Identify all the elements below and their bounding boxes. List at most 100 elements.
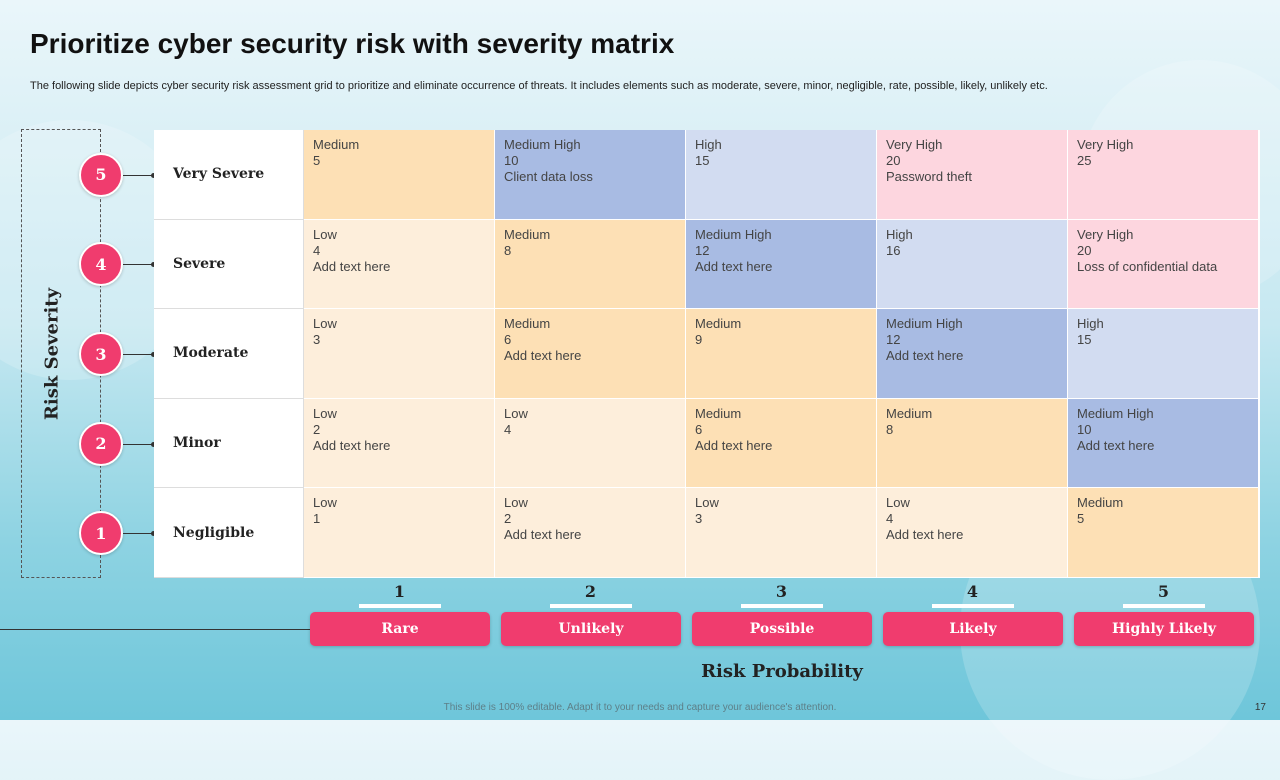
matrix-cell: Low 4 Add text here (877, 488, 1068, 578)
page-title: Prioritize cyber security risk with seve… (30, 28, 675, 59)
matrix-cell: Low 3 (686, 488, 877, 578)
probability-number: 5 (1157, 582, 1170, 601)
cell-risk-score: 9 (695, 332, 703, 348)
cell-risk-level: Low (313, 495, 337, 511)
matrix-cell: Very High 25 (1068, 130, 1259, 220)
cell-risk-score: 16 (886, 242, 901, 258)
severity-connector (123, 533, 153, 535)
matrix-cell: Low 2 Add text here (495, 488, 686, 578)
cell-risk-level: Medium (504, 226, 551, 242)
cell-risk-score: 20 (1077, 242, 1092, 258)
probability-number: 3 (775, 582, 788, 601)
cell-risk-score: 4 (886, 511, 894, 527)
severity-connector-dot (151, 441, 156, 447)
cell-risk-score: 4 (504, 421, 512, 437)
cell-risk-level: Medium (886, 405, 933, 421)
slide-number: 17 (1254, 702, 1266, 713)
probability-number: 2 (584, 582, 597, 601)
probability-level-button[interactable]: Rare (310, 612, 490, 646)
cell-risk-note: Add text here (886, 348, 964, 364)
severity-row-label: Severe (154, 219, 304, 310)
page-subtitle: The following slide depicts cyber securi… (30, 80, 1048, 92)
cell-risk-level: Medium High (886, 316, 963, 332)
cell-risk-note: Client data loss (504, 169, 593, 184)
cell-risk-level: Low (313, 316, 337, 332)
severity-row-label: Moderate (154, 309, 304, 399)
cell-risk-level: Low (313, 226, 337, 242)
matrix-cell: Medium High 10 Add text here (1068, 398, 1259, 489)
matrix-cell: Medium 6 Add text here (686, 398, 877, 489)
cell-risk-note: Add text here (695, 258, 773, 274)
probability-level-button[interactable]: Highly Likely (1074, 612, 1254, 646)
matrix-cell: Medium 5 (1068, 488, 1259, 578)
cell-risk-note: Add text here (1077, 437, 1155, 453)
cell-risk-score: 15 (695, 153, 710, 168)
matrix-cell: Medium High 10 Client data loss (495, 130, 686, 220)
cell-risk-note: Add text here (313, 258, 391, 274)
cell-risk-level: Medium (695, 405, 742, 421)
matrix-cell: High 16 (877, 219, 1068, 310)
matrix-cell: Medium 5 (304, 130, 495, 220)
probability-level-button[interactable]: Possible (692, 612, 872, 646)
severity-connector-dot (151, 531, 156, 537)
cell-risk-score: 5 (313, 153, 321, 168)
cell-risk-score: 8 (886, 421, 894, 437)
cell-risk-score: 20 (886, 153, 901, 168)
severity-connector-dot (151, 352, 156, 357)
cell-risk-level: Very High (1077, 137, 1134, 152)
severity-connector-dot (151, 172, 156, 178)
severity-connector (123, 354, 153, 355)
matrix-cell: Low 4 (495, 398, 686, 489)
matrix-cell: Medium 9 (686, 309, 877, 399)
cell-risk-note: Add text here (313, 437, 391, 453)
cell-risk-note: Loss of confidential data (1077, 258, 1218, 274)
severity-connector (123, 174, 153, 176)
severity-number-badge: 1 (79, 511, 123, 556)
probability-level-button[interactable]: Unlikely (501, 612, 681, 646)
probability-number-underline (740, 604, 823, 608)
matrix-cell: High 15 (686, 130, 877, 220)
cell-risk-level: Low (313, 405, 337, 421)
cell-risk-score: 2 (313, 421, 321, 437)
matrix-cell: Low 2 Add text here (304, 398, 495, 489)
cell-risk-note: Password theft (886, 169, 972, 184)
matrix-cell: Very High 20 Password theft (877, 130, 1068, 220)
severity-number-badge: 4 (79, 242, 123, 287)
cell-risk-level: Medium (313, 137, 360, 152)
cell-risk-score: 12 (886, 332, 901, 348)
cell-risk-level: Low (695, 495, 719, 511)
cell-risk-note: Add text here (695, 437, 773, 453)
cell-risk-score: 2 (504, 511, 512, 527)
matrix-cell: High 15 (1068, 309, 1259, 399)
severity-connector-dot (151, 262, 156, 268)
cell-risk-level: High (1077, 316, 1104, 332)
probability-axis-label: Risk Probability (701, 661, 863, 682)
severity-number-badge: 3 (79, 332, 123, 376)
cell-risk-note: Add text here (504, 527, 582, 543)
severity-number-badge: 2 (79, 421, 123, 466)
severity-connector (123, 264, 153, 266)
matrix-cell: Very High 20 Loss of confidential data (1068, 219, 1259, 310)
cell-risk-score: 5 (1077, 511, 1085, 527)
probability-connector-line (0, 629, 310, 630)
cell-risk-score: 3 (313, 332, 321, 348)
cell-risk-score: 25 (1077, 153, 1092, 168)
cell-risk-level: High (886, 226, 913, 242)
cell-risk-score: 3 (695, 511, 703, 527)
probability-level-button[interactable]: Likely (883, 612, 1063, 646)
probability-number-underline (931, 604, 1014, 608)
cell-risk-score: 10 (1077, 421, 1092, 437)
cell-risk-level: Low (504, 405, 528, 421)
cell-risk-score: 6 (695, 421, 703, 437)
cell-risk-level: Low (886, 495, 910, 511)
probability-number-underline (1122, 604, 1205, 608)
cell-risk-score: 12 (695, 242, 710, 258)
probability-number-underline (358, 604, 441, 608)
cell-risk-level: Low (504, 495, 528, 511)
probability-number-underline (549, 604, 632, 608)
cell-risk-score: 10 (504, 153, 519, 168)
matrix-cell: Medium High 12 Add text here (686, 219, 877, 310)
severity-connector (123, 443, 153, 445)
matrix-cell: Low 4 Add text here (304, 219, 495, 310)
cell-risk-level: High (695, 137, 722, 152)
